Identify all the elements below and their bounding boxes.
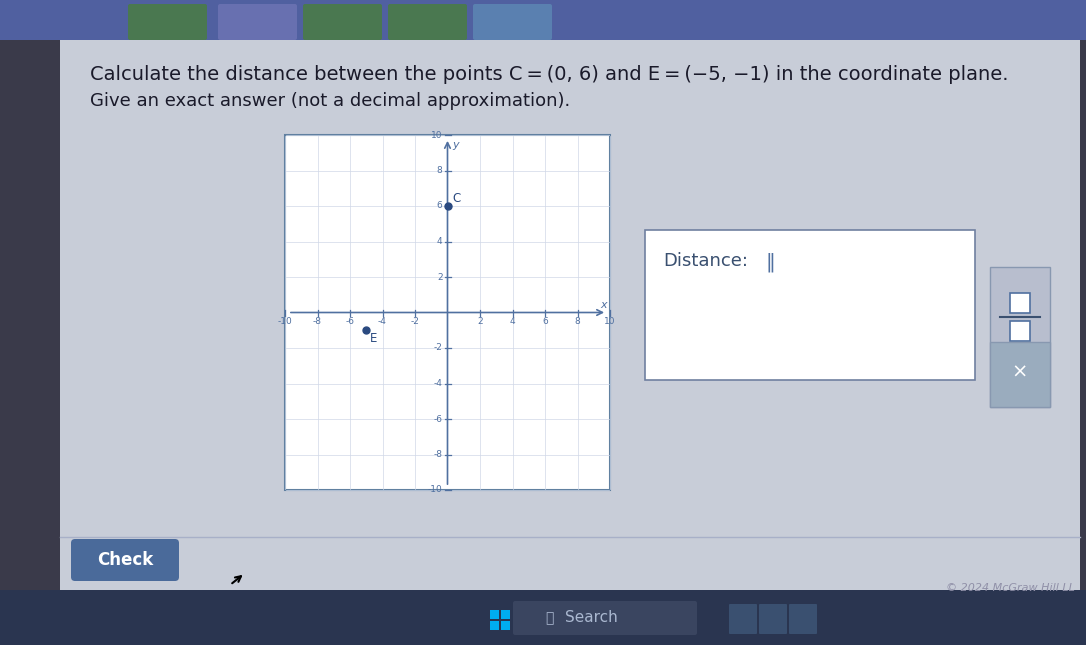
- Text: -10: -10: [428, 486, 442, 495]
- FancyBboxPatch shape: [473, 4, 552, 40]
- Text: -6: -6: [345, 317, 354, 326]
- Text: -2: -2: [411, 317, 419, 326]
- Text: 4: 4: [509, 317, 516, 326]
- Text: -4: -4: [378, 317, 387, 326]
- Text: Give an exact answer (not a decimal approximation).: Give an exact answer (not a decimal appr…: [90, 92, 570, 110]
- Text: 2: 2: [477, 317, 483, 326]
- FancyBboxPatch shape: [128, 4, 207, 40]
- Text: -4: -4: [433, 379, 442, 388]
- FancyBboxPatch shape: [490, 621, 498, 630]
- Text: ×: ×: [1012, 362, 1028, 381]
- FancyBboxPatch shape: [71, 539, 179, 581]
- FancyBboxPatch shape: [303, 4, 382, 40]
- FancyBboxPatch shape: [558, 4, 637, 40]
- Text: -2: -2: [433, 344, 442, 353]
- FancyBboxPatch shape: [388, 4, 467, 40]
- FancyBboxPatch shape: [513, 601, 697, 635]
- Text: -8: -8: [313, 317, 323, 326]
- Text: 2: 2: [437, 272, 442, 281]
- FancyBboxPatch shape: [729, 604, 757, 634]
- Text: C: C: [453, 192, 460, 205]
- FancyBboxPatch shape: [60, 40, 1079, 595]
- FancyBboxPatch shape: [501, 621, 510, 630]
- Text: Search: Search: [565, 611, 618, 626]
- FancyBboxPatch shape: [0, 590, 1086, 645]
- FancyBboxPatch shape: [1010, 293, 1030, 313]
- FancyBboxPatch shape: [790, 604, 817, 634]
- Text: 8: 8: [437, 166, 442, 175]
- Text: © 2024 McGraw Hill LL: © 2024 McGraw Hill LL: [946, 583, 1075, 593]
- Text: 6: 6: [542, 317, 547, 326]
- FancyBboxPatch shape: [490, 610, 498, 619]
- Text: -8: -8: [433, 450, 442, 459]
- FancyBboxPatch shape: [501, 610, 510, 619]
- FancyBboxPatch shape: [759, 604, 787, 634]
- Text: 8: 8: [574, 317, 580, 326]
- Text: E: E: [370, 332, 378, 345]
- FancyBboxPatch shape: [645, 230, 975, 380]
- Text: Distance:: Distance:: [662, 252, 748, 270]
- Text: Calculate the distance between the points C = (0, 6) and E = (−5, −1) in the coo: Calculate the distance between the point…: [90, 65, 1009, 84]
- Text: -10: -10: [278, 317, 292, 326]
- Text: ‖: ‖: [765, 252, 774, 272]
- Text: -6: -6: [433, 415, 442, 424]
- Text: 6: 6: [437, 201, 442, 210]
- Text: Check: Check: [97, 551, 153, 569]
- FancyBboxPatch shape: [218, 4, 296, 40]
- Text: 10: 10: [604, 317, 616, 326]
- Text: 4: 4: [437, 237, 442, 246]
- FancyBboxPatch shape: [285, 135, 610, 490]
- FancyBboxPatch shape: [0, 0, 1086, 40]
- FancyBboxPatch shape: [990, 267, 1050, 407]
- Text: 🔍: 🔍: [545, 611, 554, 625]
- Text: 10: 10: [431, 130, 442, 139]
- Text: y: y: [453, 140, 459, 150]
- FancyBboxPatch shape: [1010, 321, 1030, 341]
- Text: x: x: [601, 299, 607, 310]
- FancyBboxPatch shape: [990, 342, 1050, 407]
